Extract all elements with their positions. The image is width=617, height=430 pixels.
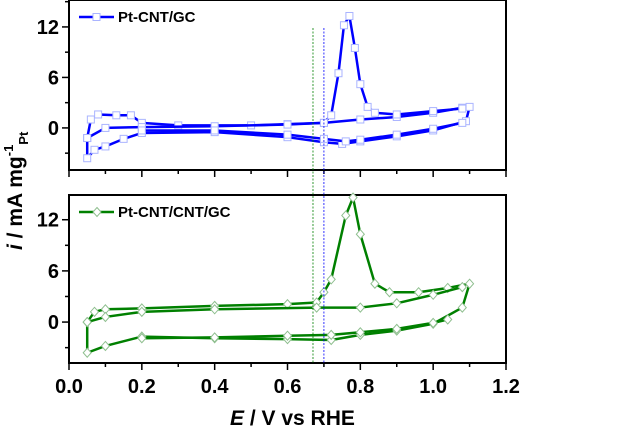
data-point bbox=[428, 317, 438, 329]
x-tick-label: 0.2 bbox=[128, 376, 156, 398]
data-point bbox=[392, 130, 401, 139]
data-point bbox=[282, 330, 293, 341]
y-tick-label: 0 bbox=[48, 312, 59, 334]
data-point bbox=[345, 11, 354, 20]
data-point bbox=[363, 102, 372, 111]
data-point bbox=[119, 134, 128, 143]
data-point bbox=[355, 228, 366, 240]
data-point bbox=[457, 281, 467, 293]
data-point bbox=[319, 134, 328, 143]
data-point bbox=[392, 298, 402, 309]
data-point bbox=[326, 274, 336, 285]
data-point bbox=[413, 286, 424, 298]
data-point bbox=[355, 302, 366, 313]
data-point bbox=[82, 316, 92, 328]
data-point bbox=[392, 110, 401, 119]
data-point bbox=[86, 115, 95, 124]
data-point bbox=[137, 126, 146, 135]
y-axis-label: i / mA mg-1Pt bbox=[1, 131, 31, 250]
data-point bbox=[356, 115, 365, 124]
x-tick-label: 0.4 bbox=[201, 376, 230, 398]
y-tick-label: 6 bbox=[48, 261, 59, 283]
data-point bbox=[83, 154, 92, 163]
data-point bbox=[341, 210, 351, 221]
data-point bbox=[283, 120, 292, 129]
data-point bbox=[350, 43, 359, 52]
data-point bbox=[457, 302, 467, 313]
x-tick-label: 1.2 bbox=[492, 376, 520, 398]
x-tick-label: 0.6 bbox=[274, 376, 302, 398]
data-point bbox=[464, 278, 475, 289]
data-point bbox=[370, 108, 379, 117]
data-point bbox=[100, 340, 111, 352]
data-point bbox=[443, 314, 453, 325]
x-tick-label: 0.0 bbox=[55, 376, 83, 398]
y-tick-label: 12 bbox=[37, 17, 59, 39]
data-point bbox=[209, 332, 220, 343]
data-point bbox=[137, 333, 147, 344]
data-point bbox=[90, 145, 99, 154]
data-point bbox=[429, 107, 438, 116]
panel-top: 12 6 0 Pt-CNT/GC bbox=[37, 0, 507, 177]
x-tick-label: 1.0 bbox=[419, 376, 447, 398]
data-point bbox=[210, 126, 219, 135]
data-point bbox=[348, 192, 358, 203]
data-point bbox=[341, 137, 350, 146]
legend-marker bbox=[92, 206, 102, 218]
data-point bbox=[101, 142, 110, 151]
panel-bottom: 12 6 0 0.0 0.2 0.4 0.6 0.8 1.0 1.2 Pt-CNT/CNT/GC bbox=[37, 192, 520, 398]
data-point bbox=[334, 69, 343, 78]
data-point bbox=[311, 302, 322, 313]
data-point bbox=[126, 111, 135, 120]
data-point bbox=[326, 329, 336, 341]
data-point bbox=[458, 104, 467, 113]
data-point bbox=[83, 134, 92, 143]
data-point bbox=[137, 306, 147, 318]
legend-marker bbox=[92, 13, 101, 21]
data-point bbox=[392, 323, 402, 335]
data-point bbox=[458, 118, 467, 127]
data-point bbox=[327, 111, 336, 120]
series-line bbox=[85, 196, 471, 355]
data-point bbox=[101, 123, 110, 132]
data-point bbox=[209, 304, 220, 315]
data-point bbox=[428, 289, 438, 301]
data-point bbox=[384, 286, 395, 298]
y-tick-label: 6 bbox=[48, 67, 59, 89]
data-point bbox=[82, 347, 92, 359]
data-point bbox=[356, 135, 365, 144]
y-tick-label: 12 bbox=[37, 210, 59, 232]
x-tick-label: 0.8 bbox=[346, 376, 374, 398]
data-point bbox=[429, 124, 438, 133]
legend-label: Pt-CNT/GC bbox=[118, 9, 196, 26]
data-point bbox=[283, 130, 292, 139]
data-point bbox=[465, 102, 474, 111]
data-point bbox=[89, 306, 100, 318]
x-axis-label: E / V vs RHE bbox=[230, 407, 355, 430]
data-point bbox=[100, 311, 111, 323]
series-line bbox=[141, 318, 449, 340]
data-point bbox=[339, 21, 348, 30]
y-tick-label: 0 bbox=[48, 118, 59, 140]
legend-label: Pt-CNT/CNT/GC bbox=[118, 204, 231, 221]
data-point bbox=[112, 111, 121, 120]
data-point bbox=[370, 278, 380, 289]
data-point bbox=[94, 110, 103, 119]
data-point bbox=[356, 80, 365, 89]
data-point bbox=[355, 327, 366, 338]
